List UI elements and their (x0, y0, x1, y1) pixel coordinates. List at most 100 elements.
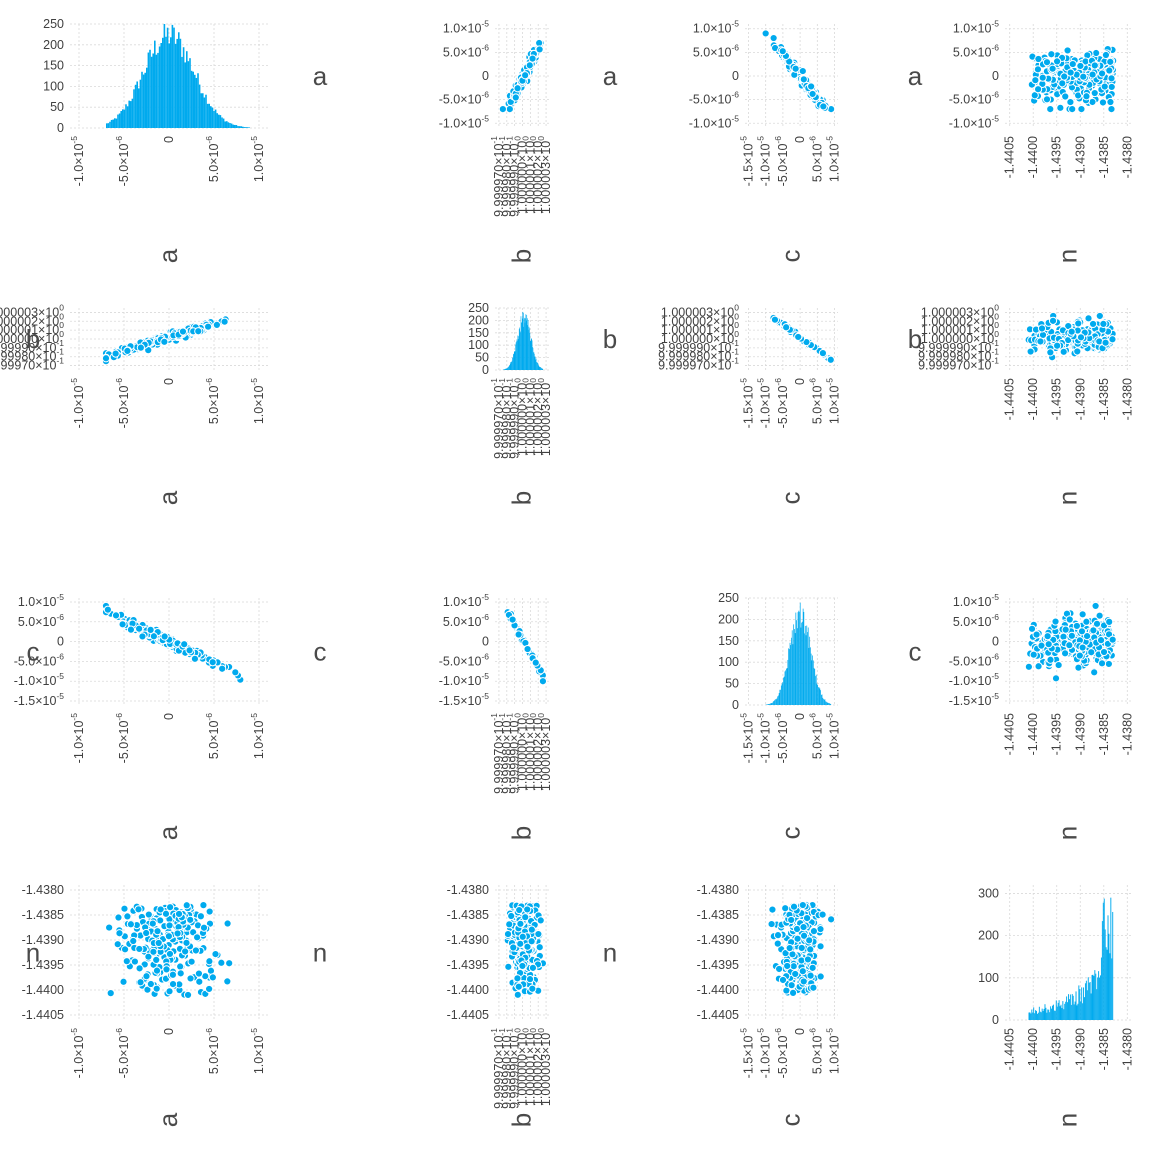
scatter-point (798, 944, 805, 951)
histogram-bar (236, 125, 238, 128)
scatter-point (522, 72, 529, 79)
scatter-point (169, 980, 176, 987)
scatter-point (771, 316, 778, 323)
x-tick-label: -5.0×10-6 (773, 713, 790, 764)
scatter-point (130, 937, 137, 944)
histogram-bar (197, 73, 199, 128)
histogram-bar (824, 700, 825, 705)
scatter-point (120, 978, 127, 985)
x-tick-label: 0 (162, 1028, 176, 1035)
histogram-bar (181, 57, 183, 128)
histogram-bar (1102, 921, 1103, 1020)
scatter-point (827, 356, 834, 363)
y-tick-label: 1.0×10-5 (18, 592, 64, 609)
y-tick-label: 5.0×10-6 (443, 612, 489, 629)
scatter-point (165, 933, 172, 940)
x-tick-label: -1.0×10-5 (756, 136, 773, 187)
histogram-bar (770, 703, 771, 705)
x-axis-label: b (507, 491, 537, 505)
scatter-point (200, 924, 207, 931)
scatter-point (136, 625, 143, 632)
scatter-point (104, 606, 111, 613)
histogram-bar (1053, 1005, 1054, 1020)
histogram-bar (1093, 976, 1094, 1020)
histogram-bar (207, 104, 209, 128)
histogram-bar (1036, 1011, 1037, 1020)
histogram-bar (164, 24, 166, 128)
scatter-point (1030, 651, 1037, 658)
scatter-points (1028, 45, 1117, 112)
histogram-bar (813, 660, 814, 705)
y-tick-label: 0 (57, 635, 64, 649)
scatter-point (1043, 96, 1050, 103)
y-axis-label: n (313, 938, 327, 968)
histogram-bar (825, 699, 826, 705)
y-tick-label: -1.4385 (447, 908, 489, 922)
scatter-point (127, 626, 134, 633)
scatter-point (535, 930, 542, 937)
histogram-bar (247, 127, 249, 128)
scatter-point (150, 948, 157, 955)
scatter-point (192, 947, 199, 954)
histogram-bar (789, 649, 790, 705)
histogram-bar (801, 628, 802, 705)
histogram-bar (1050, 1006, 1051, 1020)
histogram-bar (1094, 970, 1095, 1020)
scatter-point (218, 959, 225, 966)
x-tick-labels: 9.999970×10-19.999980×10-19.999990×10-11… (489, 136, 553, 217)
y-axis-label: c (27, 637, 40, 667)
y-tick-label: -1.5×10-5 (949, 691, 1000, 708)
histogram-bar (165, 37, 167, 128)
histogram-bar (200, 93, 202, 128)
scatter-point (792, 970, 799, 977)
y-tick-label: -1.4395 (697, 958, 739, 972)
histogram-bar (178, 32, 180, 128)
x-tick-labels: -1.4405-1.4400-1.4395-1.4390-1.4385-1.43… (1003, 136, 1135, 178)
scatter-points (504, 609, 546, 685)
histogram-bar (135, 85, 137, 128)
y-tick-label: -5.0×10-6 (949, 651, 1000, 668)
histogram-bar (826, 702, 827, 705)
scatter-point (123, 958, 130, 965)
histogram-bar (136, 81, 138, 128)
histogram-bar (817, 685, 818, 705)
scatter-point (127, 921, 134, 928)
y-tick-labels: -1.4405-1.4400-1.4395-1.4390-1.4385-1.43… (697, 883, 739, 1022)
scatter-point (1083, 618, 1090, 625)
x-tick-label: -1.4400 (1026, 1028, 1040, 1070)
x-axis-label: b (507, 249, 537, 263)
histogram-bar (120, 111, 122, 128)
x-tick-label: -5.0×10-6 (114, 378, 131, 429)
scatter-point (819, 911, 826, 918)
scatter-point (179, 328, 186, 335)
histogram-bar (160, 43, 162, 128)
histogram-bar (1082, 1003, 1083, 1020)
scatter-point (1077, 62, 1084, 69)
x-tick-label: 1.0×10-5 (825, 713, 842, 759)
scatter-point (195, 970, 202, 977)
scatter-point (1091, 89, 1098, 96)
scatter-point (194, 934, 201, 941)
histogram-bar (151, 57, 153, 128)
x-tick-label: -1.4385 (1097, 713, 1111, 755)
grid-lines (745, 308, 838, 370)
grid-lines (495, 598, 550, 705)
y-tick-label: -1.0×10-5 (439, 113, 490, 130)
scatter-point (1038, 325, 1045, 332)
x-tick-label: -1.4400 (1026, 136, 1040, 178)
y-axis-label: a (908, 61, 923, 91)
x-tick-label: -5.0×10-6 (114, 136, 131, 187)
histogram-bars (1029, 898, 1114, 1020)
y-tick-labels: -1.0×10-5-5.0×10-605.0×10-61.0×10-5 (439, 19, 490, 131)
x-tick-label: -1.4405 (1003, 378, 1017, 420)
scatter-point (505, 963, 512, 970)
scatter-point (1052, 675, 1059, 682)
scatter-point (768, 920, 775, 927)
x-axis-label: n (1053, 249, 1083, 263)
scatter-point (1100, 648, 1107, 655)
histogram-bar (806, 635, 807, 705)
panel-b-vs-b: 9.999970×10-19.999980×10-19.999990×10-11… (468, 301, 553, 505)
histogram-bar (786, 669, 787, 705)
